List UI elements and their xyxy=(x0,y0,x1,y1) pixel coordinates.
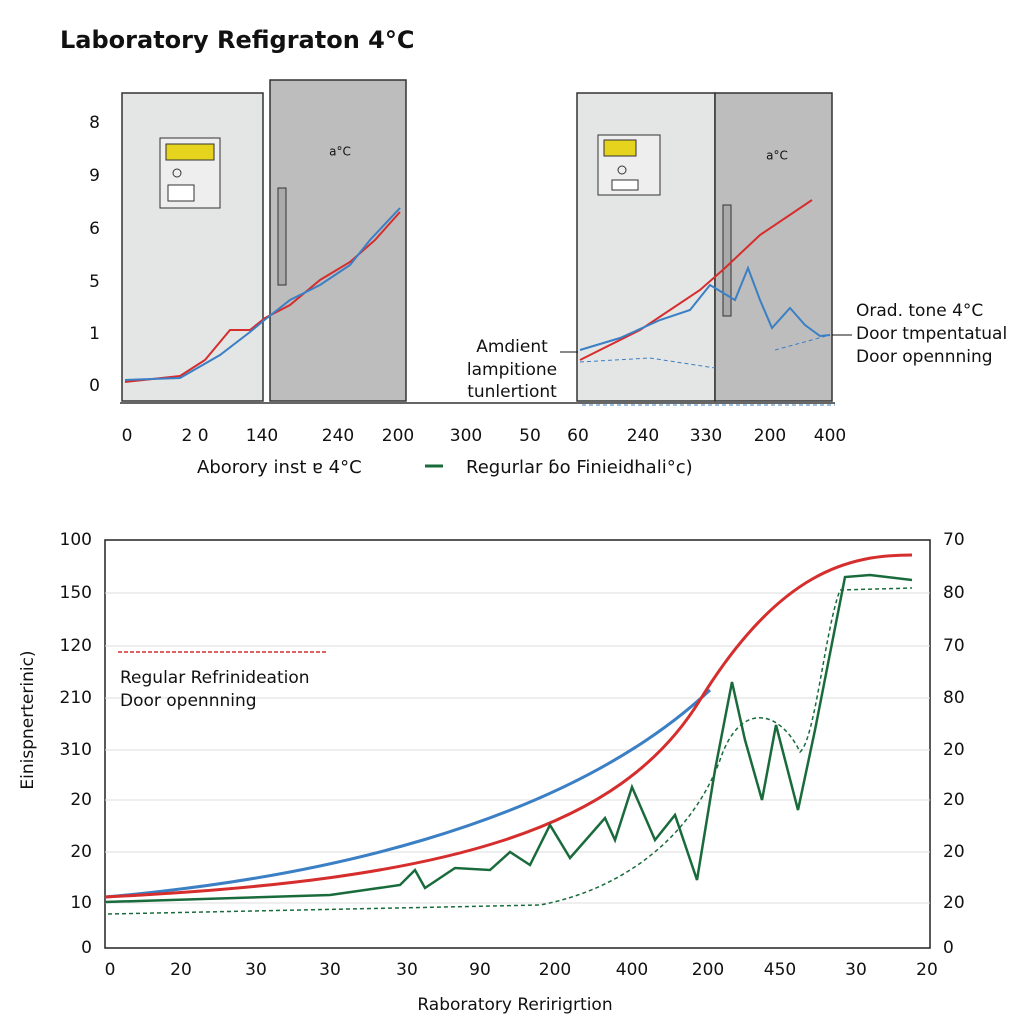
y-tick-label: 150 xyxy=(60,583,92,603)
y-tick-label: 0 xyxy=(81,938,92,958)
legend-label: Regular Refrinideation xyxy=(120,668,310,688)
y-tick-label: 310 xyxy=(60,740,92,760)
y2-tick-label: 20 xyxy=(943,740,965,760)
y2-tick-label: 80 xyxy=(943,688,965,708)
x-tick-label: 2 0 xyxy=(181,426,208,446)
x-tick-label: 450 xyxy=(764,960,796,980)
door-label: a°C xyxy=(329,145,351,159)
fridge-door xyxy=(714,92,833,402)
x-tick-label: 140 xyxy=(246,426,278,446)
y-tick-label: 20 xyxy=(70,842,92,862)
y2-tick-label: 20 xyxy=(943,893,965,913)
y2-tick-label: 80 xyxy=(943,583,965,603)
x-tick-label: 0 xyxy=(122,426,133,446)
x-tick-label: 300 xyxy=(450,426,482,446)
y-tick-label: 8 xyxy=(89,113,100,133)
x-tick-label: 200 xyxy=(539,960,571,980)
x-tick-label: 60 xyxy=(567,426,589,446)
x-tick-label: 50 xyxy=(519,426,541,446)
curve xyxy=(124,207,401,381)
annotation: Amdient xyxy=(476,337,548,357)
x-tick-label: 400 xyxy=(616,960,648,980)
grid xyxy=(105,592,930,904)
bottom-panel xyxy=(104,539,931,949)
y-tick-label: 10 xyxy=(70,893,92,913)
y2-tick-label: 70 xyxy=(943,530,965,550)
x-tick-label: 90 xyxy=(469,960,491,980)
knob xyxy=(172,168,182,178)
legend-label: Regurlar ɓo Finieidhali°c) xyxy=(466,457,693,478)
y-tick-label: 5 xyxy=(89,272,100,292)
dashed-curve xyxy=(107,587,913,915)
y-tick-label: 120 xyxy=(60,636,92,656)
x-tick-label: 200 xyxy=(754,426,786,446)
y-tick-label: 9 xyxy=(89,166,100,186)
y2-tick-label: 0 xyxy=(943,938,954,958)
y-tick-label: 210 xyxy=(60,688,92,708)
display xyxy=(603,139,637,157)
y-tick-label: 6 xyxy=(89,219,100,239)
annotation: Orad. tone 4°C xyxy=(856,301,983,321)
x-tick-label: 20 xyxy=(170,960,192,980)
display xyxy=(165,143,215,161)
dashed-curve xyxy=(579,334,835,406)
x-tick-label: 20 xyxy=(916,960,938,980)
top-panel xyxy=(120,79,852,468)
annotation: Door tmpentatual xyxy=(856,324,1007,344)
y2-tick-label: 20 xyxy=(943,790,965,810)
fridge-door xyxy=(269,79,407,402)
annotation: tunlertiont xyxy=(467,382,557,402)
plot-frame xyxy=(104,539,931,949)
curve xyxy=(579,265,831,351)
annotation: lampitione xyxy=(467,360,557,380)
handle xyxy=(277,187,287,286)
x-tick-label: 330 xyxy=(690,426,722,446)
y-tick-label: 20 xyxy=(70,790,92,810)
knob xyxy=(617,165,627,175)
y-axis-label: Einispnerterinic) xyxy=(18,650,38,789)
y2-tick-label: 20 xyxy=(943,842,965,862)
y-tick-label: 100 xyxy=(60,530,92,550)
x-tick-label: 30 xyxy=(845,960,867,980)
y-tick-label: 0 xyxy=(89,376,100,396)
x-tick-label: 240 xyxy=(322,426,354,446)
y-tick-label: 1 xyxy=(89,324,100,344)
curve xyxy=(104,553,913,899)
legend-label: Door opennning xyxy=(120,691,257,711)
x-tick-label: 200 xyxy=(692,960,724,980)
x-tick-label: 30 xyxy=(319,960,341,980)
x-tick-label: 240 xyxy=(627,426,659,446)
x-tick-label: 30 xyxy=(396,960,418,980)
x-tick-label: 0 xyxy=(105,960,116,980)
x-axis-label: Raboratory Reririgrtion xyxy=(417,995,612,1015)
title: Laboratory Refigraton 4°C xyxy=(60,26,414,54)
annotation: Door opennning xyxy=(856,347,993,367)
y2-tick-label: 70 xyxy=(943,636,965,656)
legend-label: Aborory inst ɐ 4°C xyxy=(197,457,362,478)
door-label: a°C xyxy=(766,149,788,163)
handle xyxy=(722,204,732,317)
x-tick-label: 400 xyxy=(814,426,846,446)
vent xyxy=(167,184,195,202)
curve xyxy=(579,199,813,361)
curve xyxy=(104,688,712,899)
vent xyxy=(611,179,639,191)
x-tick-label: 30 xyxy=(245,960,267,980)
curve xyxy=(104,573,913,904)
x-tick-label: 200 xyxy=(382,426,414,446)
